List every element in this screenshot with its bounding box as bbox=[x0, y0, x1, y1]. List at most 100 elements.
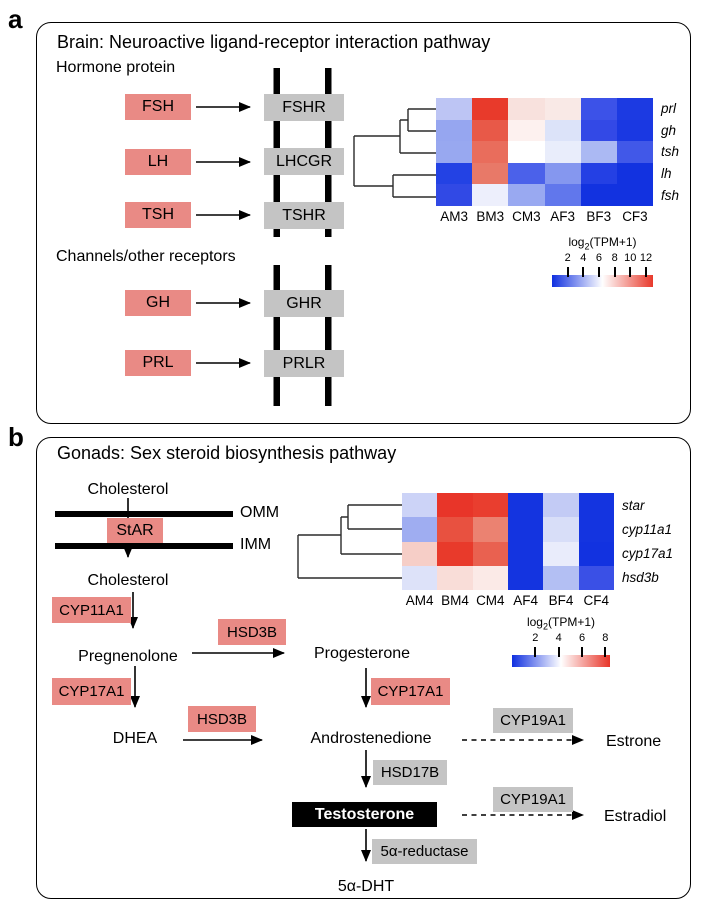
colorbar-tick-label: 10 bbox=[624, 252, 637, 265]
heatmap-cell bbox=[578, 565, 614, 590]
heatmap-cell bbox=[543, 493, 579, 518]
heatmap-cell bbox=[578, 517, 614, 542]
heatmap-cell bbox=[544, 184, 581, 206]
colorbar-tick-mark bbox=[566, 267, 569, 278]
heatmap-cell bbox=[616, 119, 653, 142]
colorbar-tick-label: 4 bbox=[555, 632, 562, 645]
membrane-label-imm: IMM bbox=[240, 536, 272, 553]
enzyme-box-hsd17b: HSD17B bbox=[373, 760, 447, 785]
heatmap-cell bbox=[507, 541, 544, 566]
heatmap-cell bbox=[472, 517, 508, 542]
heatmap-cell bbox=[436, 184, 473, 206]
heatmap-cell-grid bbox=[402, 493, 614, 590]
colorbar-tick-mark bbox=[581, 647, 583, 658]
colorbar-tick-mark bbox=[582, 267, 585, 278]
heatmap-col-label: BF3 bbox=[586, 209, 612, 224]
colorbar-tick-label: 6 bbox=[595, 252, 603, 265]
panel-a-frame bbox=[36, 22, 691, 424]
heatmap-cell bbox=[472, 98, 509, 120]
heatmap-cell bbox=[508, 98, 545, 120]
heatmap-cell bbox=[437, 517, 473, 542]
enzyme-box-star: StAR bbox=[107, 518, 163, 543]
receptor-box-lhcgr: LHCGR bbox=[264, 148, 344, 175]
colorbar-title: log2(TPM+1) bbox=[526, 615, 596, 632]
heatmap-cell bbox=[472, 141, 509, 163]
heatmap-cell bbox=[544, 162, 581, 185]
colorbar-tick-label: 2 bbox=[564, 252, 571, 265]
heatmap-cell bbox=[508, 162, 545, 185]
ligand-box-lh: LH bbox=[125, 149, 191, 175]
heatmap-cell bbox=[472, 184, 509, 206]
heatmap-cell bbox=[472, 541, 508, 566]
heatmap-col-label: AF4 bbox=[513, 593, 539, 608]
heatmap-cell bbox=[436, 162, 473, 185]
ligand-box-fsh: FSH bbox=[125, 94, 191, 120]
colorbar-tick-mark bbox=[557, 647, 560, 658]
heatmap-col-label: CF4 bbox=[583, 593, 610, 608]
heatmap-row-labels: star cyp11a1 cyp17a1 hsd3b bbox=[614, 493, 673, 590]
heatmap-cell bbox=[507, 565, 544, 590]
panel-b-title: Gonads: Sex steroid biosynthesis pathway bbox=[57, 443, 397, 463]
heatmap-row-label: cyp17a1 bbox=[622, 546, 674, 562]
receptor-box-prlr: PRLR bbox=[264, 350, 344, 377]
heatmap-col-label: AF3 bbox=[550, 209, 575, 224]
metabolite-cholesterol-inner: Cholesterol bbox=[87, 572, 169, 589]
section-channels-receptors: Channels/other receptors bbox=[56, 248, 236, 265]
heatmap-cell bbox=[508, 184, 545, 206]
enzyme-box-5a-reductase: 5α-reductase bbox=[372, 839, 477, 864]
enzyme-box-cyp11a1: CYP11A1 bbox=[52, 597, 131, 623]
panel-a-letter: a bbox=[8, 4, 23, 34]
heatmap-col-label: AM4 bbox=[405, 593, 434, 608]
heatmap-cell bbox=[507, 517, 544, 542]
brain-expression-heatmap: prl gh tsh lh fsh AM3 BM3 CM3 AF3 BF3 CF3 bbox=[436, 98, 679, 224]
colorbar-scale: 2 4 6 8 10 12 bbox=[552, 252, 653, 278]
heatmap-row-label: fsh bbox=[661, 187, 680, 203]
receptor-box-fshr: FSHR bbox=[264, 94, 344, 121]
heatmap-cell bbox=[402, 517, 438, 542]
heatmap-row-label: gh bbox=[661, 122, 677, 138]
heatmap-cell bbox=[580, 98, 617, 120]
ligand-box-tsh: TSH bbox=[125, 202, 191, 228]
heatmap-cell bbox=[578, 541, 614, 566]
heatmap-col-label: BM3 bbox=[476, 209, 505, 224]
heatmap-cell bbox=[544, 119, 581, 142]
heatmap-row-label: tsh bbox=[661, 144, 680, 160]
metabolite-dhea: DHEA bbox=[112, 730, 158, 747]
heatmap-column-labels: AM4 BM4 CM4 AF4 BF4 CF4 bbox=[402, 590, 614, 608]
colorbar-title: log2(TPM+1) bbox=[568, 235, 637, 252]
colorbar-gonad: log2(TPM+1) 2 4 6 8 bbox=[512, 615, 610, 668]
heatmap-cell bbox=[402, 565, 438, 590]
heatmap-row-label: lh bbox=[661, 166, 672, 182]
heatmap-cell bbox=[508, 119, 545, 142]
heatmap-cell bbox=[544, 98, 581, 120]
colorbar-tick-mark bbox=[604, 647, 607, 658]
enzyme-box-cyp19a1-top: CYP19A1 bbox=[493, 708, 573, 733]
heatmap-cell bbox=[580, 184, 617, 206]
heatmap-col-label: AM3 bbox=[440, 209, 468, 224]
heatmap-cell bbox=[472, 565, 508, 590]
heatmap-cell bbox=[616, 98, 653, 120]
receptor-box-ghr: GHR bbox=[264, 290, 344, 317]
colorbar-tick-label: 12 bbox=[639, 252, 653, 265]
ligand-box-prl: PRL bbox=[125, 350, 191, 376]
heatmap-cell bbox=[508, 141, 545, 163]
colorbar-scale: 2 4 6 8 bbox=[512, 632, 610, 658]
colorbar-tick-label: 8 bbox=[602, 632, 609, 645]
colorbar-tick-mark bbox=[597, 267, 600, 278]
metabolite-cholesterol-top: Cholesterol bbox=[87, 481, 169, 498]
heatmap-cell bbox=[402, 541, 438, 566]
heatmap-row-label: star bbox=[622, 497, 645, 513]
heatmap-cell bbox=[507, 493, 544, 518]
heatmap-cell bbox=[437, 565, 473, 590]
colorbar-brain: log2(TPM+1) 2 4 6 8 10 12 bbox=[552, 235, 653, 288]
heatmap-cell bbox=[578, 493, 614, 518]
heatmap-column-labels: AM3 BM3 CM3 AF3 BF3 CF3 bbox=[436, 206, 653, 224]
heatmap-col-label: CM4 bbox=[476, 593, 505, 608]
heatmap-cell bbox=[472, 119, 509, 142]
heatmap-cell bbox=[544, 141, 581, 163]
heatmap-row-label: prl bbox=[661, 101, 677, 117]
heatmap-col-label: BM4 bbox=[441, 593, 469, 608]
colorbar-tick-mark bbox=[629, 267, 632, 278]
enzyme-box-cyp19a1-bottom: CYP19A1 bbox=[493, 787, 573, 812]
